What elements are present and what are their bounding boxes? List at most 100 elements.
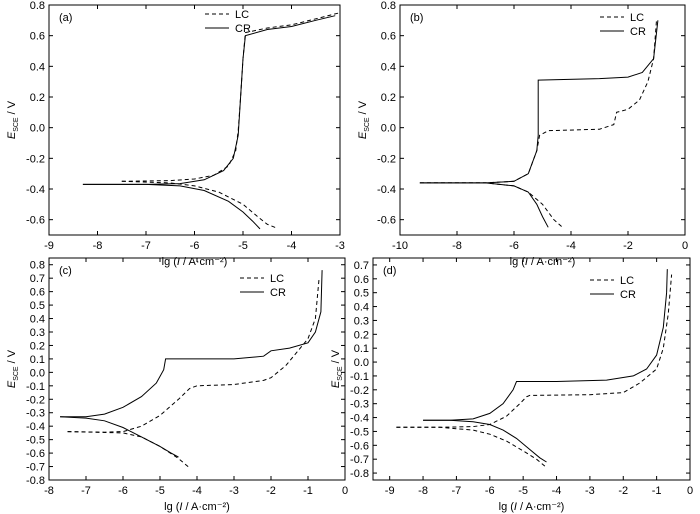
y-tick-label: -0.8: [350, 468, 369, 480]
y-tick-label: -0.4: [26, 421, 45, 433]
y-tick-label: 0.0: [381, 123, 396, 135]
y-tick-label: -0.4: [26, 184, 45, 196]
series-cr-line: [60, 270, 323, 418]
y-tick-label: 0.3: [30, 327, 45, 339]
series-lc-line: [67, 278, 320, 433]
y-tick-label: 0.6: [30, 287, 45, 299]
x-tick-label: -7: [141, 240, 151, 252]
legend-label: LC: [270, 273, 284, 285]
x-tick-label: -9: [385, 485, 395, 497]
y-tick-label: 0.6: [30, 31, 45, 43]
x-axis-label: lg (I / A·cm⁻²): [162, 256, 228, 268]
y-tick-label: 0.5: [354, 288, 369, 300]
x-tick-label: -3: [335, 240, 345, 252]
y-tick-label: -0.7: [350, 454, 369, 466]
y-tick-label: -0.6: [26, 215, 45, 227]
x-tick-label: -6: [509, 240, 519, 252]
x-axis-label: lg (I / A·cm⁻²): [510, 256, 576, 268]
series-cr-line: [82, 183, 261, 230]
x-tick-label: -8: [418, 485, 428, 497]
y-tick-label: -0.7: [26, 462, 45, 474]
series-lc-line: [67, 431, 190, 469]
y-tick-label: -0.1: [350, 371, 369, 383]
y-tick-label: 0.0: [30, 367, 45, 379]
x-tick-label: 0: [687, 485, 693, 497]
x-axis-label: lg (I / A·cm⁻²): [164, 501, 230, 513]
y-tick-label: -0.6: [26, 448, 45, 460]
x-tick-label: -3: [585, 485, 595, 497]
legend-label: CR: [235, 23, 251, 35]
y-tick-label: -0.6: [377, 215, 396, 227]
plot-frame: [48, 4, 341, 236]
y-tick-label: -0.2: [377, 153, 396, 165]
x-tick-label: 0: [682, 240, 688, 252]
y-tick-label: 0.0: [30, 123, 45, 135]
x-tick-label: -6: [118, 485, 128, 497]
series-cr-line: [423, 419, 547, 463]
y-tick-label: 0.2: [30, 92, 45, 104]
panel-label: (c): [59, 265, 72, 277]
y-tick-label: -0.2: [26, 153, 45, 165]
x-tick-label: -4: [552, 485, 562, 497]
y-tick-label: 0.6: [354, 274, 369, 286]
y-tick-label: 0.5: [30, 300, 45, 312]
x-tick-label: -6: [190, 240, 200, 252]
y-tick-label: 0.2: [30, 340, 45, 352]
y-tick-label: 0.8: [381, 0, 396, 12]
x-tick-label: -6: [485, 485, 495, 497]
y-axis-label: ESCE / V: [6, 100, 20, 139]
y-tick-label: 0.1: [354, 343, 369, 355]
x-tick-label: -1: [652, 485, 662, 497]
y-tick-label: -0.1: [26, 381, 45, 393]
series-cr-line: [423, 269, 668, 421]
panel-label: (a): [59, 12, 72, 24]
y-tick-label: 0.7: [30, 273, 45, 285]
series-lc-line: [396, 274, 673, 428]
y-tick-label: -0.2: [26, 394, 45, 406]
plot-frame: [48, 257, 346, 481]
y-axis-label: ESCE / V: [6, 349, 20, 388]
y-tick-label: -0.5: [350, 426, 369, 438]
y-tick-label: -0.4: [377, 184, 396, 196]
series-lc-line: [419, 182, 563, 228]
x-tick-label: -4: [192, 485, 202, 497]
y-tick-label: 0.1: [30, 354, 45, 366]
x-axis-label: lg (I / A·cm⁻²): [499, 501, 565, 513]
x-tick-label: -2: [623, 240, 633, 252]
y-tick-label: 0.4: [354, 302, 369, 314]
series-cr-line: [60, 416, 179, 458]
y-tick-label: -0.4: [350, 413, 369, 425]
y-tick-label: -0.3: [26, 408, 45, 420]
y-tick-label: -0.6: [350, 440, 369, 452]
x-tick-label: -9: [44, 240, 54, 252]
y-tick-label: 0.2: [381, 92, 396, 104]
x-tick-label: -2: [618, 485, 628, 497]
series-cr-line: [419, 182, 549, 228]
y-tick-label: 0.6: [381, 31, 396, 43]
y-tick-label: 0.8: [30, 260, 45, 272]
series-cr-line: [82, 15, 336, 185]
x-tick-label: -8: [452, 240, 462, 252]
y-tick-label: 0.4: [30, 61, 45, 73]
panel-label: (d): [383, 265, 396, 277]
legend-label: LC: [235, 9, 249, 21]
y-axis-label: ESCE / V: [330, 349, 344, 388]
y-tick-label: 0.7: [354, 260, 369, 272]
x-tick-label: -1: [303, 485, 313, 497]
x-tick-label: 0: [342, 485, 348, 497]
y-tick-label: 0.4: [30, 314, 45, 326]
y-tick-label: 0.4: [381, 61, 396, 73]
x-tick-label: -7: [452, 485, 462, 497]
y-tick-label: -0.2: [350, 385, 369, 397]
y-tick-label: 0.8: [30, 0, 45, 12]
y-tick-label: 0.0: [354, 357, 369, 369]
y-tick-label: 0.2: [354, 329, 369, 341]
x-tick-label: -4: [287, 240, 297, 252]
x-tick-label: -10: [392, 240, 408, 252]
chart-panel-1: -9 -8 -7 -6 -5 -4 -3 -0.6 -0.4 -0.2 0.0 0.2 0.4 0.6 0.…: [6, 0, 345, 268]
x-tick-label: -8: [93, 240, 103, 252]
x-tick-label: -2: [266, 485, 276, 497]
x-tick-label: -5: [518, 485, 528, 497]
series-lc-line: [121, 12, 341, 182]
